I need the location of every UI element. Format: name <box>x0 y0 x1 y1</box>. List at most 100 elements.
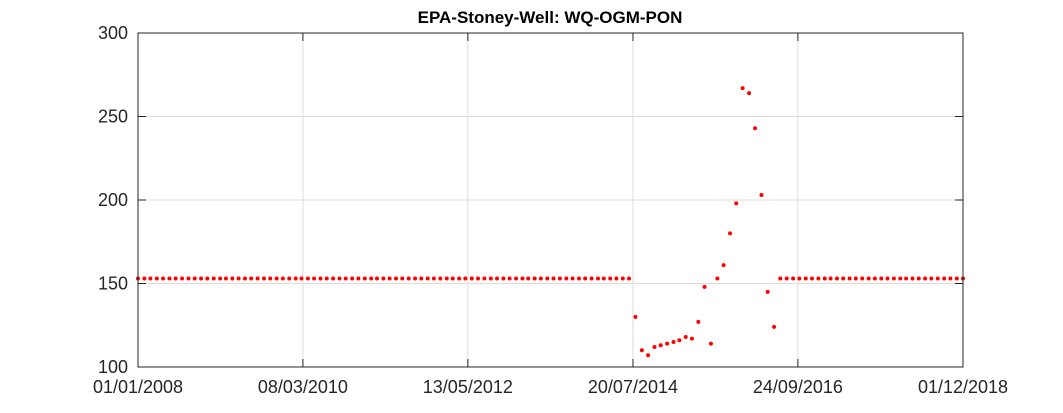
x-tick-label: 01/12/2018 <box>918 377 1008 397</box>
data-point <box>879 276 884 281</box>
data-point <box>369 276 374 281</box>
data-point <box>816 276 821 281</box>
data-point <box>803 276 808 281</box>
data-point <box>601 276 606 281</box>
data-point <box>652 344 657 349</box>
y-tick-label: 300 <box>98 23 128 43</box>
data-point <box>885 276 890 281</box>
data-point <box>413 276 418 281</box>
data-point <box>608 276 613 281</box>
data-point <box>218 276 223 281</box>
data-point <box>457 276 462 281</box>
data-point <box>910 276 915 281</box>
data-point <box>280 276 285 281</box>
data-point <box>847 276 852 281</box>
data-point <box>747 91 752 96</box>
data-point <box>387 276 392 281</box>
axis-ticks <box>137 32 964 368</box>
data-point <box>362 276 367 281</box>
data-point <box>665 341 670 346</box>
data-point <box>318 276 323 281</box>
data-point <box>249 276 254 281</box>
data-point <box>538 276 543 281</box>
data-point <box>255 276 260 281</box>
data-point <box>822 276 827 281</box>
data-point <box>242 276 247 281</box>
data-point <box>501 276 506 281</box>
y-tick-label: 150 <box>98 274 128 294</box>
data-point <box>495 276 500 281</box>
data-point <box>450 276 455 281</box>
data-point <box>658 343 663 348</box>
data-point <box>841 276 846 281</box>
x-tick-label: 08/03/2010 <box>258 377 348 397</box>
data-point <box>463 276 468 281</box>
data-point <box>331 276 336 281</box>
data-point <box>514 276 519 281</box>
data-point <box>721 263 726 268</box>
y-tick-label: 100 <box>98 357 128 377</box>
data-point <box>778 276 783 281</box>
data-point <box>916 276 921 281</box>
data-point <box>860 276 865 281</box>
data-point <box>274 276 279 281</box>
data-point <box>929 276 934 281</box>
x-tick-label: 24/09/2016 <box>753 377 843 397</box>
data-point <box>589 276 594 281</box>
data-point <box>576 276 581 281</box>
data-point <box>683 334 688 339</box>
data-point <box>375 276 379 281</box>
data-point <box>431 276 436 281</box>
data-point <box>765 289 770 294</box>
data-point <box>784 276 789 281</box>
data-point <box>834 276 839 281</box>
data-point <box>223 276 228 281</box>
data-point <box>444 276 449 281</box>
x-tick-label: 13/05/2012 <box>423 377 513 397</box>
data-point <box>356 276 361 281</box>
data-point <box>734 201 739 206</box>
grid-lines <box>138 33 963 367</box>
data-point <box>192 276 197 281</box>
data-point <box>633 314 638 319</box>
data-point <box>419 276 424 281</box>
data-point <box>343 276 348 281</box>
data-point <box>828 276 833 281</box>
data-point <box>337 276 342 281</box>
data-point <box>394 276 399 281</box>
data-point <box>299 276 304 281</box>
data-point <box>180 276 185 281</box>
data-point <box>469 276 474 281</box>
data-point <box>772 324 777 329</box>
data-point <box>324 276 329 281</box>
data-point <box>740 86 745 91</box>
data-point <box>728 231 733 236</box>
data-point <box>186 276 191 281</box>
data-point <box>715 276 720 281</box>
data-point <box>520 276 525 281</box>
y-tick-label: 250 <box>98 107 128 127</box>
data-point <box>305 276 310 281</box>
x-tick-label: 20/07/2014 <box>588 377 678 397</box>
data-point <box>173 276 178 281</box>
data-point <box>262 276 267 281</box>
data-point <box>532 276 537 281</box>
data-point <box>350 276 355 281</box>
data-point <box>526 276 531 281</box>
data-point <box>923 276 928 281</box>
data-point <box>564 276 569 281</box>
data-point <box>677 338 682 343</box>
data-point <box>161 276 166 281</box>
y-axis-tick-labels: 100 150 200 250 300 <box>98 23 128 377</box>
data-point <box>797 276 802 281</box>
data-point <box>646 353 651 358</box>
x-tick-label: 01/01/2008 <box>93 377 183 397</box>
data-point <box>230 276 235 281</box>
data-point <box>570 276 575 281</box>
data-point <box>935 276 940 281</box>
data-point <box>557 276 562 281</box>
data-point <box>236 276 241 281</box>
data-point <box>507 276 512 281</box>
data-point <box>614 276 619 281</box>
